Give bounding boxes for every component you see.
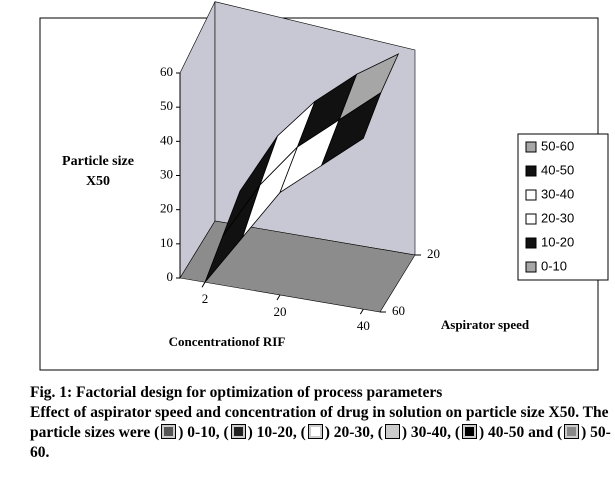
legend-label: 0-10 bbox=[541, 258, 567, 273]
caption-text: ) 40-50 and ( bbox=[479, 424, 563, 441]
caption-text: ) 0-10, ( bbox=[178, 424, 229, 441]
z-axis-label: Particle size X50 bbox=[62, 154, 134, 189]
caption-swatch bbox=[462, 424, 478, 439]
x-tick-label: 2 bbox=[202, 291, 209, 306]
caption-swatch bbox=[307, 424, 323, 439]
x-tick-label: 20 bbox=[274, 304, 287, 319]
caption-swatch bbox=[564, 424, 580, 439]
z-tick-label: 40 bbox=[160, 132, 173, 147]
caption-text: ) 10-20, ( bbox=[247, 424, 306, 441]
z-tick-label: 30 bbox=[160, 166, 173, 181]
y-tick-label: 60 bbox=[392, 303, 405, 318]
caption-swatch bbox=[230, 424, 246, 439]
x-tick-label: 40 bbox=[357, 318, 370, 333]
caption-swatch bbox=[384, 424, 400, 439]
y-axis-label: Aspirator speed bbox=[441, 317, 530, 332]
legend-label: 50-60 bbox=[541, 138, 574, 153]
caption-text: ) 50-60. bbox=[30, 424, 611, 461]
legend: 50-60 40-50 30-40 20-30 10-20 0-10 bbox=[517, 133, 609, 281]
legend-label: 10-20 bbox=[541, 234, 574, 249]
legend-box bbox=[517, 133, 609, 281]
legend-swatch bbox=[525, 237, 537, 249]
x-tick bbox=[276, 294, 281, 301]
caption-text: ) 30-40, ( bbox=[401, 424, 461, 441]
x-axis-label: Concentrationof RIF bbox=[169, 334, 286, 349]
legend-label: 30-40 bbox=[541, 186, 574, 201]
z-tick-label: 60 bbox=[160, 64, 173, 79]
x-tick bbox=[359, 308, 364, 315]
legend-swatch bbox=[525, 165, 537, 177]
legend-swatch bbox=[525, 189, 537, 201]
legend-label: 20-30 bbox=[541, 210, 574, 225]
legend-label: 40-50 bbox=[541, 162, 574, 177]
legend-swatch bbox=[525, 261, 537, 273]
surface-patch bbox=[320, 91, 382, 167]
caption-title: Fig. 1: Factorial design for optimizatio… bbox=[30, 384, 443, 401]
caption-body: Effect of aspirator speed and concentrat… bbox=[30, 403, 615, 463]
z-tick-label: 50 bbox=[160, 98, 173, 113]
z-tick-label: 20 bbox=[160, 201, 173, 216]
z-tick-label: 0 bbox=[167, 269, 174, 284]
caption-text: Effect of aspirator speed and concentrat… bbox=[30, 404, 609, 441]
legend-swatch bbox=[525, 213, 537, 225]
caption: Fig. 1: Factorial design for optimizatio… bbox=[30, 383, 615, 463]
y-tick-label: 20 bbox=[427, 246, 440, 261]
z-tick-label: 10 bbox=[160, 235, 173, 250]
caption-text: ) 20-30, ( bbox=[324, 424, 383, 441]
caption-swatch bbox=[161, 424, 177, 439]
legend-swatch bbox=[525, 141, 537, 153]
chart: Concentrationof RIF Aspirator speed 0 10 2… bbox=[39, 1, 609, 371]
x-tick bbox=[201, 281, 206, 288]
